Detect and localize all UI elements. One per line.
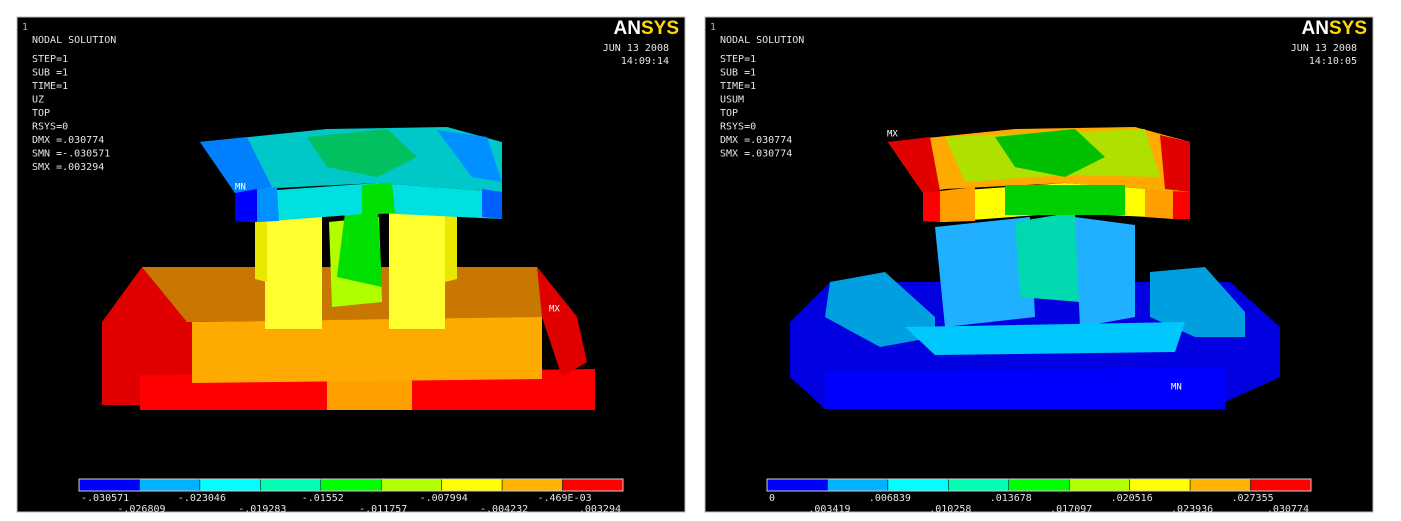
marker-label: MN [235,183,246,193]
logo-part: SYS [641,18,679,39]
date: JUN 13 2008 [603,43,669,54]
legend-label: -.030571 [81,493,129,504]
legend-label: -.469E-03 [537,493,591,504]
window-number: 1 [710,22,716,33]
legend-swatch [320,478,382,492]
date: JUN 13 2008 [1291,43,1357,54]
result-panel: MN MX 1 ANSYS NODAL SOLUTION STEP=1 SUB =1 TI… [16,16,686,515]
legend-swatch [260,478,322,492]
legend-swatch [1189,478,1251,492]
legend-swatch [1129,478,1191,492]
result-panel: MX MN 1 ANSYS NODAL SOLUTION STEP=1 SUB =1 TI… [704,16,1374,515]
info-line: RSYS=0 [32,122,68,133]
info-line: TOP [32,108,50,119]
legend-swatch [441,478,503,492]
legend-label: .006839 [869,493,911,504]
legend-swatch [1008,478,1070,492]
info-line: SMX =.003294 [32,162,104,173]
legend-label: .030774 [1267,504,1309,515]
legend-swatch [766,478,828,492]
info-line: UZ [32,95,44,106]
legend-swatch [827,478,889,492]
info-line: SUB =1 [32,68,68,79]
legend-label: -.026809 [117,504,165,515]
legend-swatch [1068,478,1130,492]
info-line: DMX =.030774 [32,135,104,146]
logo-part: AN [614,18,641,39]
legend-label: .027355 [1231,493,1273,504]
legend-swatch [380,478,442,492]
info-line: TOP [720,108,738,119]
legend-frame [766,478,1312,492]
info-line: SMX =.030774 [720,149,792,160]
info-line: SUB =1 [720,68,756,79]
info-line: TIME=1 [32,81,68,92]
legend-swatch [562,478,624,492]
legend-label: -.007994 [420,493,468,504]
legend-swatch [78,478,140,492]
legend-swatch [887,478,949,492]
info-line: STEP=1 [32,54,68,65]
model [790,127,1280,409]
legend-swatch [1250,478,1312,492]
legend-label: .017097 [1050,504,1092,515]
legend-label: .020516 [1111,493,1153,504]
legend-label: .003419 [808,504,850,515]
legend-label: .013678 [990,493,1032,504]
info-line: SMN =-.030571 [32,149,110,160]
legend-label: -.01552 [302,493,344,504]
info-line: TIME=1 [720,81,756,92]
legend-label: -.023046 [178,493,226,504]
info-line: STEP=1 [720,54,756,65]
window-number: 1 [22,22,28,33]
legend-label: 0 [769,493,775,504]
solution-title: NODAL SOLUTION [720,35,804,46]
legend-label: -.019283 [238,504,286,515]
legend-label: .023936 [1171,504,1213,515]
marker-label: MX [549,305,560,315]
legend-label: -.004232 [480,504,528,515]
legend-swatch [948,478,1010,492]
info-line: RSYS=0 [720,122,756,133]
ansys-logo: ANSYS [614,18,679,39]
solution-title: NODAL SOLUTION [32,35,116,46]
legend-swatch [199,478,261,492]
ansys-logo: ANSYS [1302,18,1367,39]
legend-frame [78,478,624,492]
info-line: DMX =.030774 [720,135,792,146]
legend-label: .003294 [579,504,621,515]
legend-label: .010258 [929,504,971,515]
time: 14:09:14 [621,56,669,67]
legend-swatch [501,478,563,492]
marker-label: MN [1171,383,1182,393]
legend-swatch [139,478,201,492]
marker-label: MX [887,130,898,140]
logo-part: AN [1302,18,1329,39]
time: 14:10:05 [1309,56,1357,67]
model [102,127,595,410]
logo-part: SYS [1329,18,1367,39]
info-line: USUM [720,95,744,106]
legend-label: -.011757 [359,504,407,515]
